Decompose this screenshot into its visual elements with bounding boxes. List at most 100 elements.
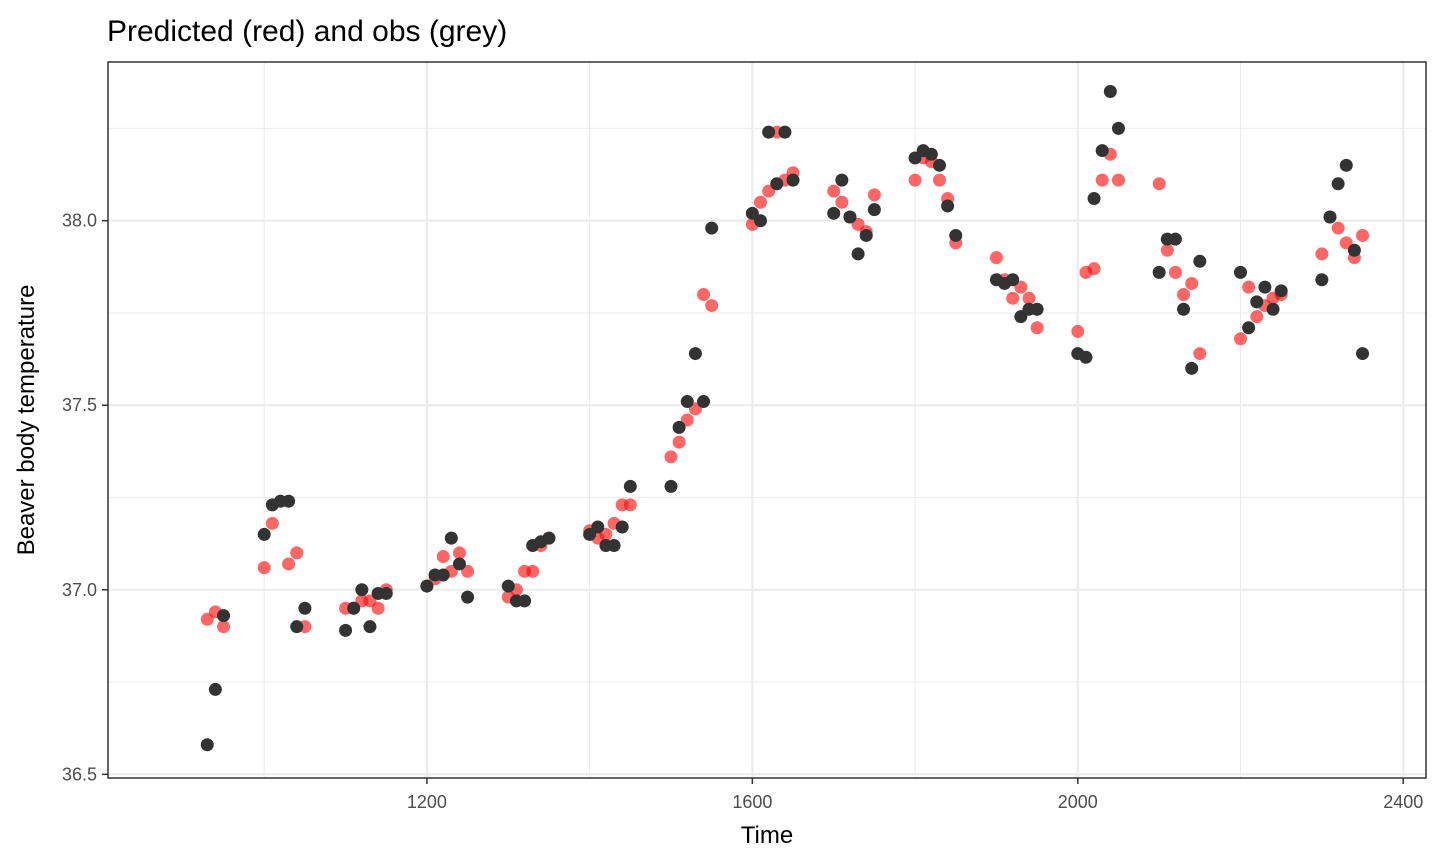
y-axis: 36.5 37.0 37.5 38.0	[62, 211, 108, 784]
predicted-point	[1234, 332, 1247, 346]
predicted-point	[1242, 280, 1256, 294]
predicted-point	[1022, 291, 1036, 305]
observed-point	[1177, 302, 1191, 316]
observed-point	[518, 594, 532, 608]
predicted-point	[217, 620, 231, 634]
predicted-point	[827, 184, 841, 198]
y-tick-label: 38.0	[62, 211, 97, 231]
observed-point	[778, 125, 792, 139]
predicted-point	[1331, 221, 1345, 235]
observed-point	[363, 620, 377, 634]
observed-point	[932, 158, 946, 172]
observed-point	[298, 601, 312, 615]
observed-point	[1250, 295, 1264, 309]
observed-point	[859, 228, 873, 242]
observed-point	[1234, 265, 1247, 279]
observed-point	[835, 173, 849, 187]
predicted-point	[1177, 288, 1191, 302]
observed-point	[444, 531, 458, 545]
predicted-point	[265, 516, 279, 530]
predicted-point	[697, 288, 711, 302]
predicted-point	[989, 251, 1003, 265]
predicted-point	[1160, 243, 1174, 257]
predicted-point	[526, 564, 540, 578]
y-tick-label: 36.5	[62, 764, 97, 784]
observed-point	[1095, 144, 1109, 158]
observed-point	[1242, 321, 1256, 335]
observed-point	[208, 682, 222, 696]
predicted-point	[290, 546, 304, 560]
observed-point	[1185, 361, 1199, 375]
observed-point	[1339, 158, 1353, 172]
predicted-point	[452, 546, 466, 560]
observed-point	[542, 531, 556, 545]
x-tick-label: 1200	[407, 792, 447, 812]
y-tick-label: 37.0	[62, 580, 97, 600]
observed-point	[623, 479, 637, 493]
observed-point	[290, 620, 304, 634]
y-axis-title: Beaver body temperature	[13, 285, 40, 556]
predicted-point	[371, 601, 385, 615]
panel-background	[108, 62, 1426, 778]
observed-point	[1168, 232, 1182, 246]
observed-point	[924, 147, 938, 161]
predicted-point	[1152, 177, 1166, 191]
plot-panel	[107, 61, 1427, 779]
observed-point	[1152, 265, 1166, 279]
predicted-point	[1193, 347, 1207, 361]
x-tick-label: 1600	[732, 792, 772, 812]
predicted-point	[1095, 173, 1109, 187]
observed-point	[461, 590, 475, 604]
predicted-point	[705, 299, 719, 313]
observed-point	[941, 199, 955, 213]
observed-point	[615, 520, 629, 534]
observed-point	[1315, 273, 1329, 287]
predicted-point	[1315, 247, 1329, 261]
gridlines	[108, 62, 1426, 778]
observed-point	[827, 206, 841, 220]
observed-point	[1356, 347, 1370, 361]
predicted-point	[1071, 324, 1085, 338]
observed-point	[1266, 302, 1280, 316]
observed-point	[680, 395, 694, 409]
predicted-point	[623, 498, 637, 512]
observed-point	[770, 177, 784, 191]
predicted-point	[753, 195, 767, 209]
observed-point	[217, 609, 231, 623]
predicted-point	[1111, 173, 1125, 187]
predicted-point	[1168, 265, 1182, 279]
observed-point	[379, 586, 393, 600]
observed-point	[867, 203, 881, 217]
x-axis: 1200 1600 2000 2400	[407, 778, 1423, 812]
predicted-point	[1356, 228, 1370, 242]
observed-point	[688, 347, 702, 361]
x-axis-title: Time	[741, 822, 793, 849]
observed-point	[843, 210, 857, 224]
predicted-point	[672, 435, 686, 449]
observed-point	[1111, 121, 1125, 135]
predicted-point	[835, 195, 849, 209]
observed-point	[257, 527, 271, 541]
predicted-point	[1006, 291, 1020, 305]
observed-point	[200, 738, 214, 752]
observed-points	[200, 85, 1370, 752]
observed-point	[1274, 284, 1288, 298]
observed-point	[282, 494, 296, 508]
observed-point	[664, 479, 678, 493]
observed-point	[672, 420, 686, 434]
observed-point	[705, 221, 719, 235]
observed-point	[607, 538, 621, 552]
observed-point	[949, 228, 963, 242]
observed-point	[347, 601, 361, 615]
predicted-point	[282, 557, 296, 571]
observed-point	[753, 214, 767, 228]
predicted-point	[664, 450, 678, 464]
predicted-point	[1030, 321, 1044, 335]
y-tick-label: 37.5	[62, 395, 97, 415]
observed-point	[1079, 350, 1093, 364]
predicted-point	[1185, 276, 1199, 290]
observed-point	[339, 623, 353, 637]
chart-title: Predicted (red) and obs (grey)	[107, 15, 507, 48]
observed-point	[851, 247, 865, 261]
